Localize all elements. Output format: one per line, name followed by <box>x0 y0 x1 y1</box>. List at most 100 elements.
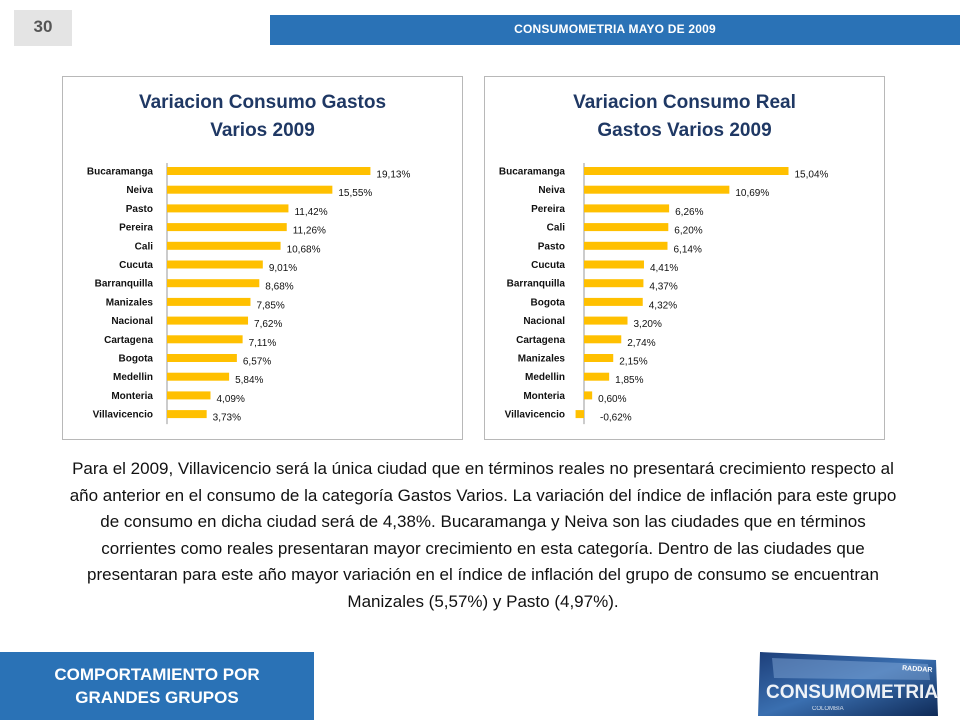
logo-subtext: RADDAR <box>902 665 933 674</box>
bar-chart-nominal: Bucaramanga 19,13% Neiva 15,55% Pasto 11,42% P… <box>87 163 410 425</box>
bar-nacional <box>584 316 628 325</box>
consumometria-logo: RADDAR CONSUMOMETRIA COLOMBIA <box>752 650 942 718</box>
value-label: 3,73% <box>213 413 241 424</box>
bar-neiva <box>584 185 730 194</box>
bar-medellin <box>167 372 230 381</box>
category-label: Pereira <box>119 223 153 234</box>
bar-bucaramanga <box>167 167 371 175</box>
category-label: Nacional <box>111 316 153 327</box>
category-label: Cali <box>547 223 566 234</box>
bar-barranquilla <box>167 279 260 288</box>
value-label: 6,20% <box>674 226 702 237</box>
value-label: 5,84% <box>235 375 263 386</box>
value-label: 6,26% <box>675 207 703 218</box>
header-title: CONSUMOMETRIA MAYO DE 2009 <box>514 22 716 36</box>
bar-cali <box>584 223 669 232</box>
value-label: 0,60% <box>598 394 626 405</box>
value-label: 4,09% <box>216 394 244 405</box>
footer-line2: GRANDES GRUPOS <box>75 688 239 707</box>
bar-cucuta <box>167 260 263 269</box>
bar-manizales <box>584 354 614 362</box>
category-label: Cucuta <box>119 260 153 271</box>
value-label: 7,85% <box>256 300 284 311</box>
category-label: Monteria <box>111 391 153 402</box>
bar-cartagena <box>167 335 243 344</box>
value-label: 7,11% <box>249 338 277 349</box>
bar-pereira <box>584 204 670 213</box>
chart-title: Variacion Consumo Real Gastos Varios 200… <box>485 89 884 145</box>
category-label: Cali <box>135 241 154 252</box>
category-label: Manizales <box>518 354 566 365</box>
logo-text: CONSUMOMETRIA <box>766 682 938 703</box>
bar-monteria <box>167 391 211 400</box>
value-label: 2,15% <box>619 357 647 368</box>
category-label: Medellin <box>525 372 565 383</box>
category-label: Bogota <box>119 354 154 365</box>
value-label: 8,68% <box>265 282 293 293</box>
category-label: Cartagena <box>104 335 153 346</box>
bar-medellin <box>584 372 610 381</box>
bar-pasto <box>167 204 289 213</box>
value-label: 6,57% <box>243 357 271 368</box>
value-label: 7,62% <box>254 319 282 330</box>
value-label: 15,04% <box>795 170 829 181</box>
category-label: Nacional <box>523 316 565 327</box>
bar-villavicencio <box>167 410 207 419</box>
value-label: -0,62% <box>600 413 632 424</box>
value-label: 1,85% <box>615 375 643 386</box>
category-label: Neiva <box>126 185 153 196</box>
bar-nacional <box>167 316 249 325</box>
chart-title-line1: Variacion Consumo Gastos <box>138 92 387 113</box>
bar-villavicencio <box>575 410 584 419</box>
value-label: 6,14% <box>673 244 701 255</box>
category-label: Bucaramanga <box>499 167 566 178</box>
category-label: Villavicencio <box>505 410 565 421</box>
value-label: 19,13% <box>376 170 410 181</box>
value-label: 11,42% <box>294 207 327 218</box>
bar-cartagena <box>584 335 622 344</box>
chart-title-line2: Varios 2009 <box>210 120 315 141</box>
bar-cucuta <box>584 260 644 269</box>
bar-cali <box>167 241 281 250</box>
bar-bogota <box>167 354 237 362</box>
category-label: Bucaramanga <box>87 167 154 178</box>
value-label: 2,74% <box>627 338 655 349</box>
chart-panel-nominal: Variacion Consumo Gastos Varios 2009 Buc… <box>62 76 463 440</box>
value-label: 4,32% <box>649 300 677 311</box>
bar-chart-real: Bucaramanga 15,04% Neiva 10,69% Pereira 6,26%… <box>499 163 829 425</box>
category-label: Pereira <box>531 204 565 215</box>
category-label: Pasto <box>126 204 153 215</box>
category-label: Villavicencio <box>93 410 153 421</box>
bar-pasto <box>584 241 668 250</box>
category-label: Bogota <box>531 297 566 308</box>
category-label: Pasto <box>538 241 565 252</box>
category-label: Manizales <box>106 297 154 308</box>
logo-tagline: COLOMBIA <box>812 706 844 712</box>
category-label: Barranquilla <box>95 279 154 290</box>
bar-pereira <box>167 223 287 232</box>
category-label: Monteria <box>523 391 565 402</box>
footer-line1: COMPORTAMIENTO POR <box>54 665 260 684</box>
chart-title: Variacion Consumo Gastos Varios 2009 <box>63 89 462 145</box>
value-label: 3,20% <box>634 319 662 330</box>
bar-monteria <box>584 391 593 400</box>
footer-section-label: COMPORTAMIENTO POR GRANDES GRUPOS <box>0 652 314 720</box>
bar-neiva <box>167 185 333 194</box>
value-label: 10,68% <box>287 244 321 255</box>
bar-bogota <box>584 297 643 306</box>
value-label: 11,26% <box>293 226 326 237</box>
value-label: 9,01% <box>269 263 297 274</box>
chart-panel-real: Variacion Consumo Real Gastos Varios 200… <box>484 76 885 440</box>
page-number: 30 <box>14 10 72 46</box>
bar-barranquilla <box>584 279 644 288</box>
category-label: Neiva <box>538 185 565 196</box>
value-label: 15,55% <box>338 188 372 199</box>
category-label: Cucuta <box>531 260 565 271</box>
value-label: 4,41% <box>650 263 678 274</box>
value-label: 4,37% <box>649 282 677 293</box>
bar-manizales <box>167 297 251 306</box>
value-label: 10,69% <box>735 188 769 199</box>
category-label: Barranquilla <box>507 279 566 290</box>
category-label: Medellin <box>113 372 153 383</box>
bar-bucaramanga <box>584 167 789 175</box>
